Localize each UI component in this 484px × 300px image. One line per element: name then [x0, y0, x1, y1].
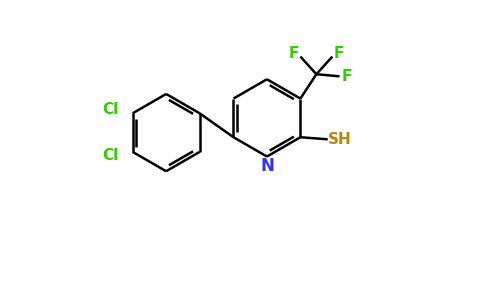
Text: F: F [333, 46, 344, 61]
Text: F: F [342, 69, 352, 84]
Text: SH: SH [328, 132, 351, 147]
Text: N: N [260, 157, 274, 175]
Text: F: F [289, 46, 299, 61]
Text: Cl: Cl [103, 148, 119, 163]
Text: Cl: Cl [103, 102, 119, 117]
